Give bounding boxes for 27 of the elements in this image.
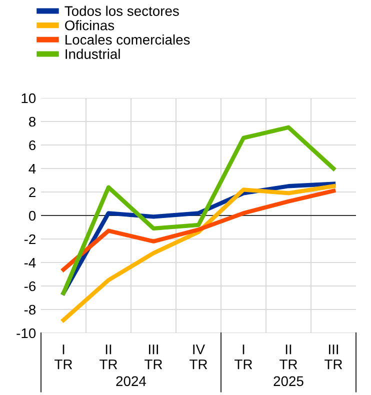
text: 2025 [274, 376, 304, 386]
y-tick-label: -6 [24, 281, 36, 292]
x-tick-label: III TR [144, 344, 162, 370]
y-tick-label: -4 [24, 258, 36, 268]
x-tick-label: III TR [324, 344, 342, 370]
line-series [61, 188, 336, 272]
y-tick-label: -8 [24, 304, 36, 315]
y-tick-label: 4 [28, 164, 36, 174]
x-tick-label: IV TR [190, 344, 208, 370]
y-tick-label: 6 [29, 140, 36, 150]
x-tick-label: II TR [280, 344, 298, 370]
legend-label: Todos los sectores [64, 6, 179, 16]
text: 2024 [116, 376, 146, 386]
legend-label: Industrial [66, 48, 120, 59]
legend-label: Oficinas [65, 20, 114, 30]
x-tick-label: I TR [234, 344, 252, 370]
line-series [61, 125, 336, 296]
y-tick-label: 2 [29, 187, 36, 198]
y-tick-label: 0 [28, 210, 36, 221]
y-tick-label: 8 [29, 116, 36, 127]
line-series [61, 184, 336, 322]
legend-label: Locales comerciales [66, 34, 190, 45]
x-tick-label: I TR [54, 344, 72, 370]
x-tick-label: II TR [100, 344, 118, 370]
y-tick-label: -2 [24, 234, 36, 244]
y-tick-label: 10 [22, 93, 36, 104]
y-tick-label: -10 [16, 328, 36, 338]
